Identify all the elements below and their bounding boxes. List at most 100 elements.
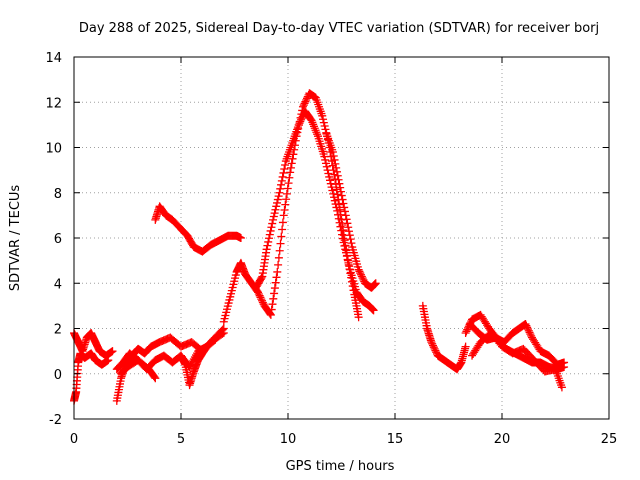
y-tick-label: 6 [54,232,62,247]
data-point [151,374,160,383]
x-tick-label: 20 [494,432,511,447]
data-point [336,222,345,231]
y-axis-label: SDTVAR / TECUs [8,185,23,292]
data-point [272,202,281,211]
data-point [339,238,348,247]
data-point [287,159,296,168]
x-tick-label: 10 [280,432,297,447]
data-point [295,119,304,128]
data-point [326,179,335,188]
data-point [525,328,534,337]
data-point [310,124,319,133]
data-point [269,212,278,221]
data-point [277,180,286,189]
data-point [281,200,290,209]
data-point [279,168,288,177]
data-point [268,300,277,309]
data-point [336,183,345,192]
data-point [254,288,263,297]
data-point [321,125,330,134]
data-point [278,172,287,181]
data-point [282,195,291,204]
data-point [277,232,286,241]
data-point [274,260,283,269]
data-point [338,195,347,204]
series-track-rise-c [322,129,380,292]
data-point [338,234,347,243]
data-point [462,327,471,336]
data-point [269,215,278,224]
data-point [108,347,117,356]
data-point [369,306,378,315]
data-point [319,115,328,124]
series-track-early-f [177,324,228,390]
data-point [279,211,288,220]
data-point [331,159,340,168]
data-point [255,291,264,300]
data-point [344,227,353,236]
data-point [270,284,279,293]
data-point [340,241,349,250]
y-tick-label: 4 [54,277,62,292]
data-point [355,267,364,276]
x-axis-label: GPS time / hours [286,459,395,474]
data-point [347,239,356,248]
data-point [331,200,340,209]
series-track-early-e [117,356,160,383]
data-point [332,203,341,212]
data-point [274,192,283,201]
data-point [280,164,289,173]
data-point [300,99,309,108]
data-point [358,274,367,283]
data-point [273,267,282,276]
data-point [357,270,366,279]
data-point [344,223,353,232]
data-point [371,279,380,288]
data-point [342,248,351,257]
data-point [321,155,330,164]
data-point [357,272,366,281]
data-point [309,120,318,129]
data-point [276,184,285,193]
data-point [354,265,363,274]
data-point [312,128,321,137]
data-point [301,97,310,106]
data-point [335,218,344,227]
y-tick-label: 0 [54,368,62,383]
chart-title: Day 288 of 2025, Sidereal Day-to-day VTE… [79,21,599,36]
data-point [276,239,285,248]
data-point [428,341,437,350]
data-point [557,383,566,392]
x-tick-label: 0 [70,432,78,447]
data-point [266,310,275,319]
data-point [266,226,275,235]
y-tick-label: 2 [54,323,62,338]
data-point [257,273,266,282]
data-point [219,324,228,333]
data-point [307,116,316,125]
data-point [461,342,470,351]
data-point [274,253,283,262]
data-point [321,159,330,168]
data-point [271,278,280,287]
data-points [70,89,569,405]
data-point [329,151,338,160]
data-point [150,373,159,382]
grid [74,57,609,419]
data-point [339,199,348,208]
data-point [308,118,317,127]
data-point [309,122,318,131]
data-point [430,344,439,353]
data-point [334,214,343,223]
data-point [268,219,277,228]
data-point [345,262,354,271]
data-point [302,94,311,103]
data-point [299,101,308,110]
data-point [345,231,354,240]
data-point [527,331,536,340]
data-point [336,187,345,196]
data-point [286,168,295,177]
y-tick-label: 14 [45,51,62,66]
data-point [267,223,276,232]
data-point [338,230,347,239]
